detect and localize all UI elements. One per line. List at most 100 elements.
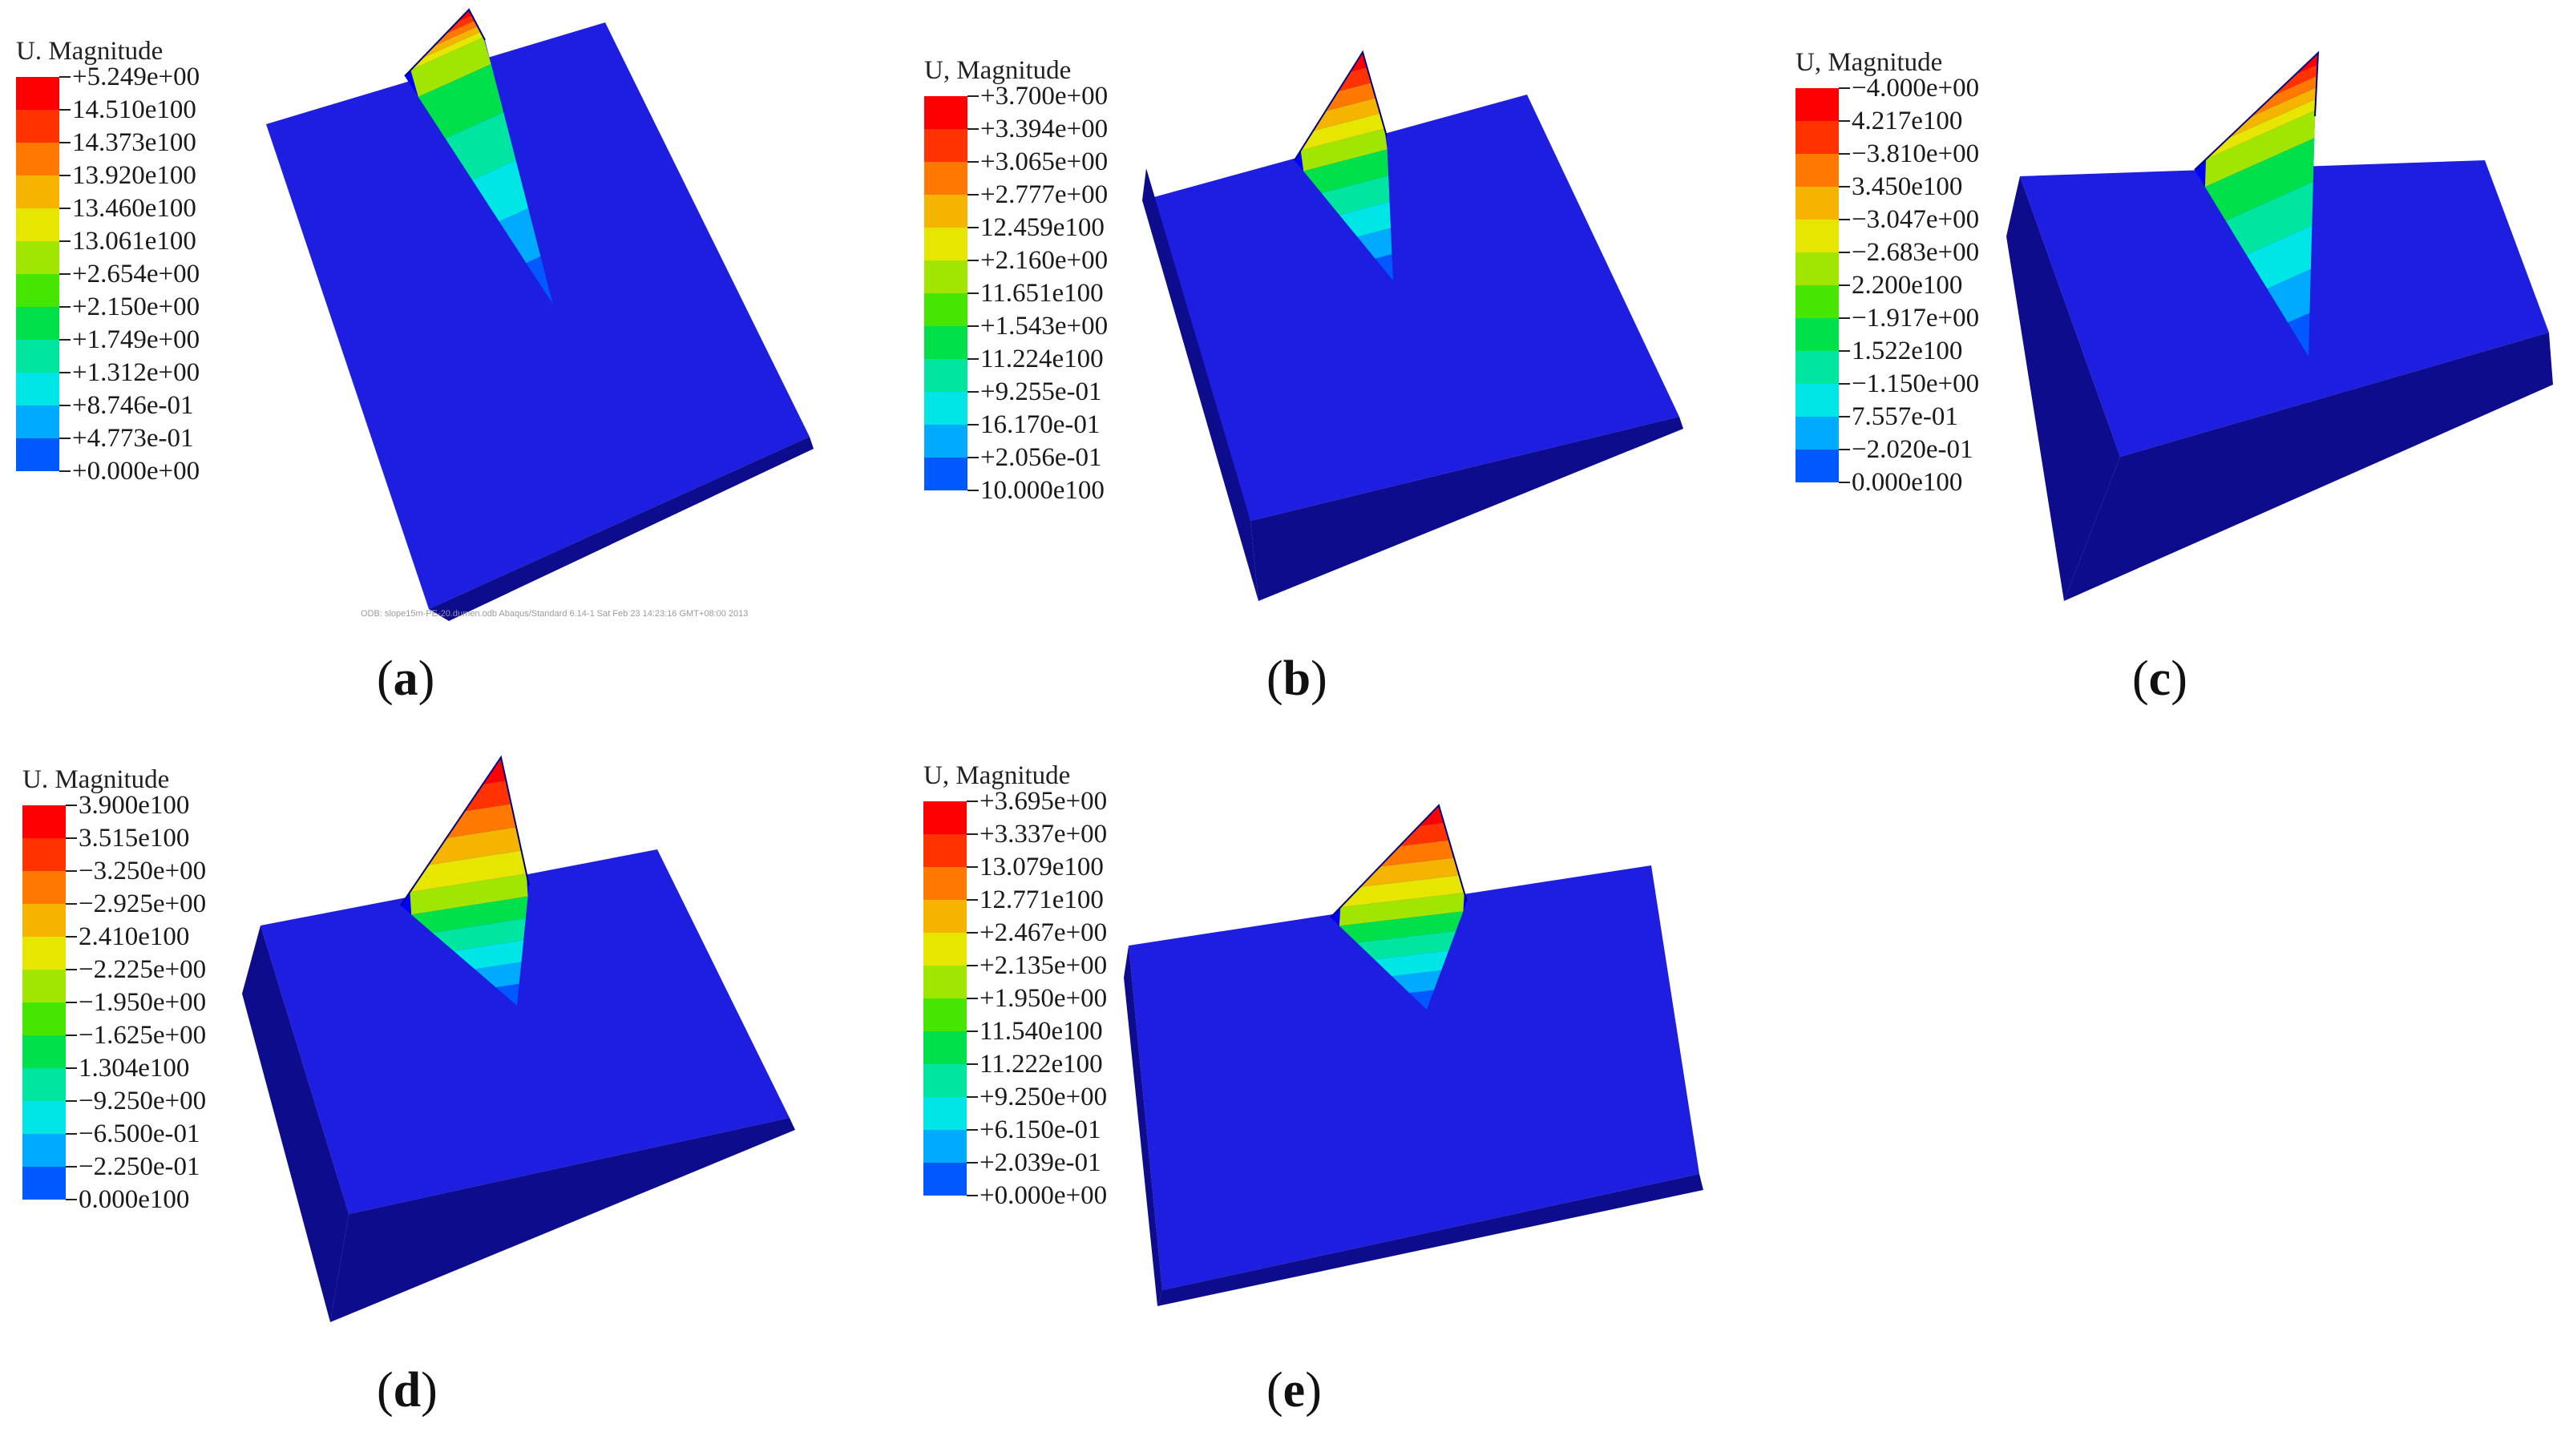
legend-swatch [22,1167,66,1200]
legend-tick [1839,153,1850,155]
wedge-contour-band [526,256,553,305]
legend-swatch [923,998,967,1031]
legend-swatch [1796,252,1839,285]
block-side-face [1124,946,1162,1306]
legend-swatch [16,340,59,373]
legend-tick [967,227,979,228]
wedge-contour-band [1303,149,1389,193]
legend-tick [1839,449,1850,450]
wedge-edge [1294,50,1388,161]
legend-swatch [923,1097,967,1130]
legend-value: 11.222e100 [980,1050,1103,1079]
legend-tick [967,358,979,360]
legend-tick [59,240,71,242]
legend-tick [1839,284,1850,286]
legend-value: 14.510e100 [72,95,196,124]
wedge-edge [2194,50,2320,171]
wedge-contour-band [410,873,528,915]
slope-model-d [242,755,795,1322]
legend-tick [59,76,71,78]
legend-tick [1839,252,1850,253]
legend-tick [967,424,979,426]
wedge-contour-band [1300,113,1385,151]
legend-swatch [923,966,967,998]
failure-wedge [2194,50,2320,357]
legend-swatch [16,438,59,471]
legend-swatch [16,373,59,405]
block-bottom-face [330,1118,795,1322]
legend-tick [967,1129,978,1131]
wedge-contour-band [1325,83,1376,111]
legend-swatch [1796,450,1839,482]
panel-a: U. Magnitude +5.249e+00 14.510e100 14.373e1… [0,0,850,625]
caption-d: (d) [377,1363,438,1418]
legend-tick [59,175,71,176]
slope-model-e [1124,804,1703,1306]
legend-tick [967,801,978,802]
legend-value: −3.047e+00 [1852,205,1980,234]
legend-swatch [22,970,66,1002]
failure-wedge [400,755,530,1006]
legend-value: +2.467e+00 [980,918,1108,947]
legend-value: +2.777e+00 [980,180,1109,209]
legend-tick [967,1096,978,1098]
legend-value: 12.459e100 [980,213,1105,242]
legend-value: −2.683e+00 [1852,238,1980,267]
legend-tick [1839,186,1850,188]
legend-value: +1.312e+00 [72,358,200,387]
legend-swatch [22,838,66,871]
legend-tick [1839,482,1850,483]
panel-e: U, Magnitude +3.695e+00 +3.337e+00 13.079e1… [914,721,1715,1346]
legend-tick [59,372,71,373]
legend-value: 3.515e100 [79,824,190,853]
legend-tick [967,998,978,999]
wedge-contour-band [475,962,522,988]
legend-value: 12.771e100 [980,885,1104,914]
legend-tick [66,1166,77,1168]
legend-tick [66,837,77,839]
legend-value: +5.249e+00 [72,63,200,91]
legend-swatch [924,260,967,293]
block-front-face [1129,865,1699,1290]
wedge-contour-band [483,757,507,784]
legend-tick [1839,350,1850,352]
wedge-contour-band [2206,99,2317,159]
panel-b: U, Magnitude +3.700e+00 +3.394e+00 +3.065e+… [914,40,1715,633]
legend-value: +3.065e+00 [980,147,1109,176]
legend-tick [59,339,71,341]
legend-value: +1.950e+00 [980,984,1108,1013]
wedge-contour-band [1338,67,1371,92]
legend-tick [967,899,978,901]
legend-value: 4.217e100 [1852,107,1963,135]
slope-model-b [1142,50,1683,601]
legend-tick [66,870,77,872]
failure-wedge [404,8,553,305]
legend-tick [967,95,979,97]
wedge-contour-band [445,14,475,34]
legend-tick [59,208,71,209]
legend-swatch [1796,384,1839,417]
legend-value: +1.749e+00 [72,325,200,354]
legend-swatch [924,129,967,162]
wedge-contour-band [2204,110,2316,188]
legend-value: −1.150e+00 [1852,369,1980,398]
legend-tick [967,833,978,835]
wedge-contour-band [1375,254,1393,280]
legend-swatch [924,458,967,490]
legend-tick [967,965,978,966]
wedge-contour-band [1313,98,1380,131]
legend-tick [967,325,979,327]
legend-value: −9.250e+00 [79,1087,207,1115]
legend-swatch [22,904,66,937]
wedge-contour-band [411,896,528,934]
legend-swatch [1796,88,1839,121]
legend-value: 1.304e100 [79,1054,190,1083]
legend-value: −2.250e-01 [79,1152,200,1181]
legend-swatch [16,77,59,110]
wedge-contour-band [1356,930,1456,960]
legend-tick [967,490,979,491]
legend-tick [967,1162,978,1164]
legend-value: +8.746e-01 [72,391,194,420]
legend-value: 0.000e100 [79,1185,190,1214]
block-bottom-face [1157,1174,1703,1306]
